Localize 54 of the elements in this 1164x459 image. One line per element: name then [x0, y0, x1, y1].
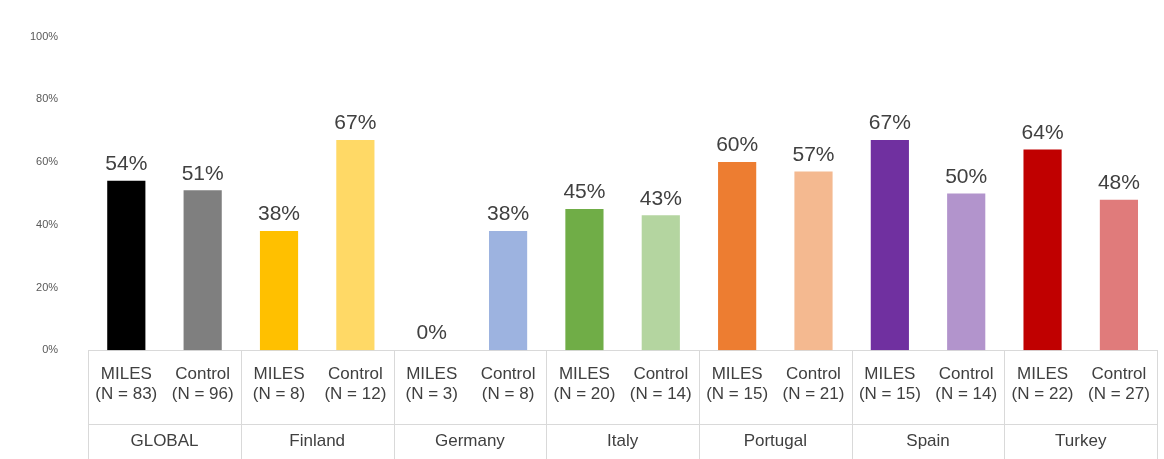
bar	[259, 231, 299, 351]
data-label: 45%	[563, 179, 606, 203]
bar	[1023, 149, 1062, 351]
x-tick-label: MILES (N = 15)	[858, 364, 921, 404]
x-tick-label: MILES (N = 3)	[405, 364, 458, 404]
bar	[107, 180, 146, 351]
text: Germany	[434, 430, 506, 450]
data-label: 51%	[181, 160, 224, 184]
data-label: 43%	[639, 185, 682, 209]
bar	[183, 190, 222, 351]
bar	[336, 140, 375, 351]
text: GLOBAL	[130, 430, 199, 450]
text: Finland	[289, 430, 346, 450]
data-label: 54%	[105, 151, 148, 175]
data-label: 50%	[945, 163, 988, 187]
x-tick-label: Control (N = 12)	[324, 364, 387, 404]
x-tick-label: Control (N = 8)	[480, 364, 536, 404]
text: Portugal	[743, 430, 807, 450]
x-tick-label: MILES (N = 20)	[553, 364, 616, 404]
bar	[488, 231, 528, 351]
text: Italy	[607, 430, 639, 450]
bar	[718, 162, 757, 351]
x-tick-label: Control (N = 27)	[1087, 364, 1150, 404]
data-label: 38%	[258, 201, 301, 225]
bar	[1099, 199, 1139, 351]
data-label: 67%	[334, 110, 377, 134]
text: Spain	[906, 430, 950, 450]
data-label: 48%	[1097, 169, 1140, 193]
bar	[870, 140, 909, 351]
x-tick-label: MILES (N = 22)	[1011, 364, 1074, 404]
bar	[641, 215, 680, 351]
bar	[794, 171, 833, 351]
bar	[947, 193, 986, 351]
x-tick-label: Control (N = 14)	[935, 364, 998, 404]
y-tick-label: 80%	[36, 92, 59, 105]
x-tick-label: MILES (N = 83)	[95, 364, 158, 404]
data-label: 60%	[716, 132, 759, 156]
text: Turkey	[1055, 430, 1107, 450]
x-tick-label: Control (N = 96)	[171, 364, 234, 404]
x-tick-label: MILES (N = 15)	[706, 364, 769, 404]
y-tick-label: 60%	[36, 155, 59, 168]
bar	[565, 209, 604, 351]
x-tick-label: Control (N = 14)	[629, 364, 692, 404]
y-tick-label: 100%	[29, 29, 59, 42]
x-tick-label: MILES (N = 8)	[252, 364, 306, 404]
data-label: 67%	[868, 110, 911, 134]
y-tick-label: 0%	[42, 343, 59, 356]
y-tick-label: 40%	[36, 217, 59, 230]
y-tick-label: 20%	[36, 280, 59, 293]
data-label: 64%	[1021, 119, 1064, 143]
x-tick-label: Control (N = 21)	[782, 364, 845, 404]
data-label: 57%	[792, 141, 835, 165]
data-label: 0%	[416, 320, 447, 344]
data-label: 38%	[487, 201, 530, 225]
